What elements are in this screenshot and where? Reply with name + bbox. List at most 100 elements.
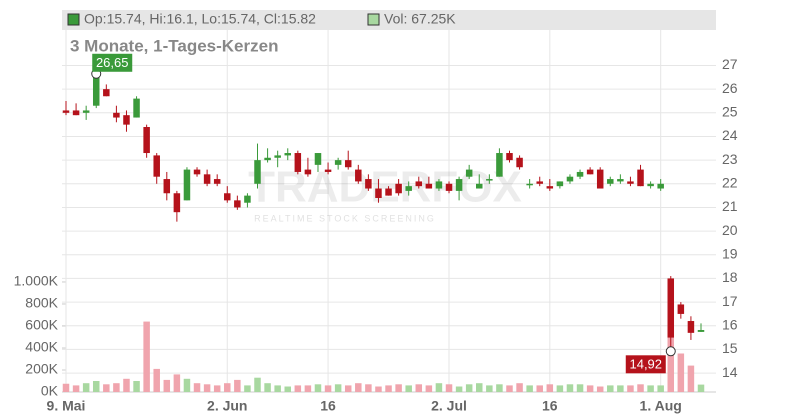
candle-body [234, 200, 241, 208]
candle-body [193, 169, 201, 175]
volume-bar [123, 378, 130, 392]
candle-body [687, 321, 695, 333]
candle-body [526, 183, 533, 186]
candle-body [576, 171, 584, 177]
candle-body [657, 183, 664, 189]
candle-body [355, 169, 362, 182]
volume-bar [395, 384, 402, 392]
candle-body [143, 127, 150, 154]
volume-bar [294, 385, 302, 392]
candle-body [103, 89, 110, 97]
y-tick-label: 19 [722, 245, 738, 261]
candle-body [324, 169, 332, 172]
candle-body [617, 179, 624, 182]
candle-body [213, 179, 221, 184]
y-tick-label: 26 [722, 80, 738, 96]
volume-bar [637, 384, 644, 392]
x-tick-label: 9. Mai [47, 398, 86, 414]
y-tick-label: 23 [722, 151, 738, 167]
candle-body [637, 169, 644, 187]
candle-body [667, 278, 675, 338]
candle-body [465, 169, 473, 177]
candle-body [284, 153, 291, 156]
y2-tick-label: 800K [25, 295, 58, 311]
candle-body [254, 160, 261, 184]
candle-body [72, 110, 80, 116]
candle-body [677, 304, 685, 314]
volume-bar [516, 383, 523, 392]
volume-bar [476, 383, 483, 392]
candle-body [334, 160, 342, 165]
candle-body [395, 183, 402, 194]
volume-bar [486, 385, 493, 392]
candle-body [385, 188, 392, 196]
volume-bar [213, 385, 221, 392]
candle-body [244, 195, 251, 203]
candle-body [566, 176, 574, 182]
candle-body [314, 153, 322, 165]
volume-bar [566, 384, 574, 392]
candle-body [304, 169, 312, 175]
volume-bar [576, 384, 584, 392]
y-tick-label: 20 [722, 222, 738, 238]
y-tick-label: 17 [722, 293, 738, 309]
volume-bar [82, 383, 90, 392]
x-tick-label: 2. Jun [207, 398, 247, 414]
volume-bar [254, 377, 261, 392]
annotation-marker [665, 346, 676, 357]
volume-bar [113, 383, 120, 392]
candle-body [375, 188, 382, 198]
volume-bar [455, 386, 463, 392]
y2-tick-label: 600K [25, 317, 58, 333]
candle-body [435, 181, 443, 189]
candle-body [123, 115, 130, 125]
volume-bar [183, 378, 191, 392]
candle-body [627, 181, 634, 184]
volume-bar [546, 384, 554, 392]
volume-bar [496, 384, 503, 392]
volume-bar [224, 383, 231, 392]
volume-bar [435, 383, 443, 392]
candle-body [445, 183, 453, 191]
candle-body [113, 112, 120, 118]
volume-bar [163, 379, 171, 392]
volume-bar [344, 385, 352, 392]
volume-bar [526, 385, 533, 392]
volume-bar [203, 384, 211, 392]
volume-bar [375, 386, 382, 392]
candle-body [596, 169, 604, 189]
y-tick-label: 18 [722, 269, 738, 285]
annotation-label: 26,65 [96, 55, 129, 70]
candle-body [586, 169, 594, 175]
candle-body [415, 181, 423, 187]
volume-bar [677, 353, 685, 392]
candle-body [153, 155, 160, 177]
volume-bar [355, 383, 362, 392]
candle-body [173, 193, 181, 213]
y-tick-label: 27 [722, 56, 738, 72]
candle-body [455, 179, 463, 191]
candle-body [556, 181, 564, 187]
y-tick-label: 14 [722, 364, 738, 380]
candle-body [344, 160, 352, 168]
volume-bar [244, 385, 251, 392]
volume-bar [173, 374, 181, 392]
volume-bar [586, 385, 594, 392]
volume-bar [596, 386, 604, 392]
volume-bar [465, 384, 473, 392]
volume-bar [627, 385, 634, 392]
candle-body [294, 153, 302, 172]
volume-bar [103, 384, 110, 392]
volume-bar [405, 385, 412, 392]
volume-bar [334, 384, 342, 392]
volume-swatch [367, 13, 380, 26]
volume-bar [617, 385, 624, 392]
y2-tick-label: 1.000K [14, 273, 59, 289]
x-tick-label: 1. Aug [640, 398, 682, 414]
volume-bar [647, 385, 654, 392]
ohlc-info: Op:15.74, Hi:16.1, Lo:15.74, Cl:15.82 [84, 11, 316, 27]
volume-bar [62, 383, 70, 392]
candle-body [183, 169, 191, 201]
volume-bar [264, 383, 271, 392]
